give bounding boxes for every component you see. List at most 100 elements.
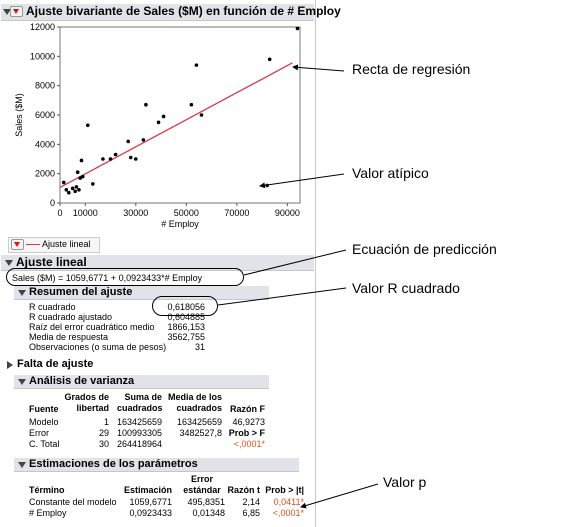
param-estimate: 1059,6771: [129, 497, 172, 507]
x-axis-label: # Employ: [161, 219, 199, 229]
report-title: Ajuste bivariante de Sales ($M) en funci…: [26, 4, 341, 18]
data-point: [265, 183, 269, 188]
data-point: [70, 186, 75, 191]
param-estimates-title: Estimaciones de los parámetros: [29, 458, 198, 470]
data-point: [85, 123, 90, 128]
fit-legend[interactable]: Ajuste lineal: [8, 237, 100, 253]
anova-df: 30: [98, 439, 109, 449]
data-point: [91, 182, 95, 186]
y-axis-label: Sales ($M): [14, 93, 24, 137]
param-col-header: Razón t: [227, 485, 261, 495]
data-point: [189, 102, 194, 107]
data-point: [133, 157, 138, 161]
anova-source: Error: [29, 428, 49, 438]
anova-ss: 264418964: [117, 439, 163, 449]
disclosure-closed-icon[interactable]: [7, 361, 13, 369]
param-col-header: Error estándar: [183, 474, 221, 495]
report-title-bar[interactable]: Ajuste bivariante de Sales ($M) en funci…: [1, 4, 341, 21]
scatter-plot[interactable]: 0 2000 4000 6000 8000 10000 12000 0 10000 30000 50…: [4, 22, 314, 237]
disclosure-open-icon[interactable]: [18, 290, 26, 296]
red-triangle-menu-icon[interactable]: [10, 6, 23, 17]
anova-col-header: Suma de cuadrados: [117, 392, 163, 413]
data-point: [75, 170, 80, 174]
x-tick-label: 10000: [73, 208, 98, 218]
data-point: [73, 189, 77, 194]
anova-f: 46,9273: [232, 417, 265, 427]
data-point: [64, 188, 69, 192]
y-tick-label: 2000: [35, 169, 55, 179]
anova-col-header: Media de los cuadrados: [167, 392, 222, 413]
data-point: [144, 102, 148, 107]
y-tick-label: 12000: [30, 22, 55, 32]
disclosure-open-icon[interactable]: [18, 379, 26, 385]
summary-value: 31: [194, 342, 205, 352]
summary-label: R cuadrado: [29, 302, 76, 312]
param-estimates-header[interactable]: Estimaciones de los parámetros: [14, 458, 299, 472]
anova-table: Fuente Grados de libertad Suma de cuadra…: [29, 391, 269, 457]
anova-col-header: Razón F: [230, 404, 265, 414]
legend-menu-icon[interactable]: [11, 239, 24, 250]
param-t-ratio: 2,14: [242, 497, 260, 507]
x-tick-label: 30000: [123, 208, 148, 218]
param-std-error: 495,8351: [187, 497, 225, 507]
param-estimate: 0,0923433: [129, 508, 172, 518]
anova-ms: 163425659: [176, 417, 222, 427]
param-pvalue: 0,0411*: [273, 497, 304, 507]
param-term: Constante del modelo: [29, 497, 117, 507]
summary-label: R cuadrado ajustado: [29, 312, 113, 322]
data-point: [161, 114, 166, 119]
summary-label: Raíz del error cuadrático medio: [29, 322, 155, 332]
y-tick-label: 0: [50, 198, 55, 208]
anova-header[interactable]: Análisis de varianza: [14, 375, 269, 389]
linear-fit-header[interactable]: Ajuste lineal: [1, 255, 314, 271]
data-point: [156, 120, 161, 125]
anova-prob-label: Prob > F: [228, 428, 265, 438]
disclosure-open-icon[interactable]: [18, 462, 26, 468]
param-col-header: Término: [29, 485, 65, 495]
param-col-header: Prob > |t|: [265, 485, 304, 495]
param-term: # Employ: [29, 508, 67, 518]
callout-pvalue: Valor p: [383, 474, 427, 490]
disclosure-open-icon[interactable]: [3, 9, 11, 15]
data-point: [101, 157, 105, 161]
fit-summary-header[interactable]: Resumen del ajuste: [14, 286, 269, 300]
anova-source: Modelo: [29, 417, 59, 427]
data-point: [74, 185, 79, 189]
x-tick-label: 70000: [224, 208, 249, 218]
callout-outlier: Valor atípico: [352, 165, 429, 181]
linear-fit-title: Ajuste lineal: [16, 255, 87, 269]
data-point: [194, 63, 199, 67]
anova-ss: 163425659: [117, 417, 163, 427]
y-tick-label: 4000: [35, 139, 55, 149]
anova-col-header: Grados de libertad: [64, 392, 109, 413]
x-tick-label: 90000: [275, 208, 300, 218]
equation-highlight-ellipse: [6, 268, 244, 286]
legend-label: Ajuste lineal: [42, 239, 91, 249]
prediction-equation: Sales ($M) = 1059,6771 + 0,0923433*# Emp…: [12, 273, 203, 283]
lack-of-fit-header[interactable]: Falta de ajuste: [7, 358, 157, 372]
data-point: [128, 155, 133, 160]
callout-equation: Ecuación de predicción: [352, 241, 497, 257]
y-tick-label: 10000: [30, 51, 55, 61]
callout-rsquared: Valor R cuadrado: [352, 280, 460, 296]
data-point: [113, 152, 118, 157]
param-std-error: 0,01348: [192, 508, 225, 518]
data-point: [126, 139, 131, 144]
disclosure-open-icon[interactable]: [5, 260, 13, 266]
plot-frame: [59, 26, 301, 204]
data-point: [77, 188, 81, 192]
y-tick-label: 8000: [35, 81, 55, 91]
x-tick-label: 0: [57, 208, 62, 218]
summary-value: 1866,153: [167, 322, 205, 332]
data-point: [79, 158, 84, 163]
anova-ss: 100993305: [117, 428, 163, 438]
summary-value: 0,618056: [167, 302, 205, 312]
rsquared-highlight-ellipse: [152, 296, 218, 316]
data-point: [267, 57, 272, 62]
x-tick-label: 50000: [174, 208, 199, 218]
anova-ms: 3482527,8: [179, 428, 222, 438]
data-point: [141, 138, 146, 142]
param-col-header: Estimación: [123, 485, 172, 495]
anova-title: Análisis de varianza: [29, 375, 135, 387]
data-point: [80, 174, 85, 179]
